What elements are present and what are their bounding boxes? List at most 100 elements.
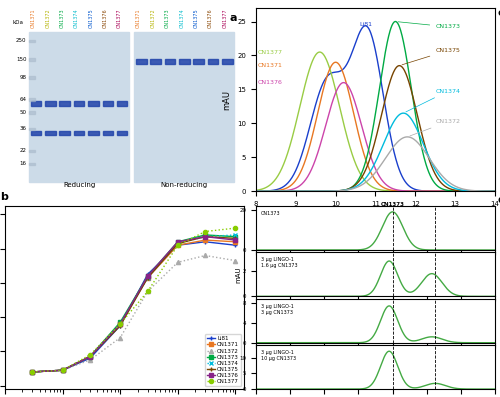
Text: 50: 50 bbox=[20, 110, 26, 115]
Li81 bbox=[232, 243, 238, 248]
Bar bbox=[88, 131, 99, 135]
CN1374 bbox=[117, 322, 123, 326]
CN1374 bbox=[144, 276, 150, 280]
Text: CN1376: CN1376 bbox=[103, 8, 108, 28]
Bar bbox=[29, 163, 35, 165]
Line: CN1374: CN1374 bbox=[30, 233, 238, 374]
Text: CN1373: CN1373 bbox=[380, 202, 404, 207]
Bar bbox=[29, 40, 35, 42]
Li81 bbox=[117, 323, 123, 328]
Text: 36: 36 bbox=[20, 126, 26, 131]
Text: c: c bbox=[498, 8, 500, 18]
Bar bbox=[136, 59, 146, 64]
CN1372 bbox=[60, 368, 66, 373]
CN1376 bbox=[144, 274, 150, 278]
CN1376 bbox=[175, 239, 181, 244]
CN1371 bbox=[144, 276, 150, 280]
CN1372 bbox=[87, 358, 93, 362]
Text: CN1373: CN1373 bbox=[398, 22, 460, 29]
CN1373 bbox=[117, 320, 123, 325]
Bar bbox=[222, 59, 232, 64]
Line: CN1376: CN1376 bbox=[30, 235, 238, 374]
Bar bbox=[60, 131, 70, 135]
Text: Non-reducing: Non-reducing bbox=[160, 181, 208, 187]
Bar bbox=[134, 32, 234, 182]
CN1373 bbox=[175, 239, 181, 244]
Text: CN1375: CN1375 bbox=[88, 8, 94, 28]
CN1373 bbox=[30, 370, 36, 374]
Text: CN1374: CN1374 bbox=[180, 8, 184, 28]
CN1377 bbox=[30, 370, 36, 374]
CN1377 bbox=[175, 243, 181, 248]
Line: CN1371: CN1371 bbox=[30, 238, 238, 374]
Bar bbox=[60, 101, 70, 106]
Line: CN1372: CN1372 bbox=[30, 253, 238, 374]
Bar bbox=[45, 101, 56, 106]
CN1375 bbox=[202, 234, 208, 239]
Text: CN1373: CN1373 bbox=[165, 8, 170, 28]
Text: CN1371: CN1371 bbox=[258, 63, 283, 68]
Bar bbox=[29, 150, 35, 152]
Line: CN1373: CN1373 bbox=[30, 233, 238, 374]
Text: kDa: kDa bbox=[12, 20, 23, 25]
Bar bbox=[117, 101, 128, 106]
Text: d: d bbox=[498, 195, 500, 205]
Text: CN1371: CN1371 bbox=[136, 8, 141, 28]
CN1372 bbox=[202, 253, 208, 258]
Y-axis label: mAU: mAU bbox=[236, 266, 242, 283]
Text: CN1376: CN1376 bbox=[208, 8, 213, 28]
Text: b: b bbox=[0, 192, 8, 202]
CN1377 bbox=[144, 289, 150, 294]
CN1372 bbox=[30, 370, 36, 374]
Text: CN1377: CN1377 bbox=[222, 8, 228, 28]
CN1374 bbox=[175, 241, 181, 246]
Bar bbox=[179, 59, 190, 64]
CN1371 bbox=[202, 238, 208, 243]
Bar bbox=[117, 131, 128, 135]
Bar bbox=[74, 131, 85, 135]
CN1371 bbox=[232, 239, 238, 244]
Bar bbox=[31, 101, 42, 106]
Li81 bbox=[202, 239, 208, 244]
CN1377 bbox=[87, 353, 93, 357]
CN1371 bbox=[175, 243, 181, 248]
Bar bbox=[208, 59, 218, 64]
Text: 16: 16 bbox=[20, 161, 26, 166]
CN1371 bbox=[30, 370, 36, 374]
CN1377 bbox=[232, 226, 238, 231]
CN1373 bbox=[144, 274, 150, 278]
Text: 150: 150 bbox=[16, 57, 26, 62]
CN1376 bbox=[117, 322, 123, 326]
Text: 3 μg LINGO-1
1.6 μg CN1373: 3 μg LINGO-1 1.6 μg CN1373 bbox=[261, 258, 298, 268]
Bar bbox=[45, 131, 56, 135]
Text: CN1374: CN1374 bbox=[406, 89, 460, 112]
X-axis label: Minutes: Minutes bbox=[359, 212, 392, 222]
Text: CN1373: CN1373 bbox=[261, 211, 280, 216]
Text: Reducing: Reducing bbox=[63, 181, 95, 187]
Text: CN1372: CN1372 bbox=[46, 8, 51, 28]
Li81 bbox=[175, 243, 181, 248]
CN1376 bbox=[232, 238, 238, 243]
Text: CN1375: CN1375 bbox=[194, 8, 198, 28]
CN1376 bbox=[87, 354, 93, 359]
Text: 22: 22 bbox=[20, 148, 26, 153]
CN1373 bbox=[232, 234, 238, 239]
Bar bbox=[150, 59, 161, 64]
Text: CN1372: CN1372 bbox=[150, 8, 156, 28]
Bar bbox=[74, 101, 85, 106]
Y-axis label: mAU: mAU bbox=[222, 90, 232, 110]
CN1372 bbox=[144, 289, 150, 294]
Text: CN1374: CN1374 bbox=[74, 8, 79, 28]
Line: Li81: Li81 bbox=[30, 240, 238, 374]
CN1372 bbox=[117, 335, 123, 340]
Bar bbox=[102, 131, 113, 135]
CN1376 bbox=[202, 234, 208, 239]
CN1374 bbox=[60, 368, 66, 373]
CN1371 bbox=[87, 354, 93, 359]
CN1377 bbox=[202, 229, 208, 234]
Li81 bbox=[87, 356, 93, 360]
Text: CN1371: CN1371 bbox=[31, 8, 36, 28]
Text: a: a bbox=[230, 13, 237, 23]
Bar bbox=[88, 101, 99, 106]
Legend: Li81, CN1371, CN1372, CN1373, CN1374, CN1375, CN1376, CN1377: Li81, CN1371, CN1372, CN1373, CN1374, CN… bbox=[205, 334, 241, 386]
